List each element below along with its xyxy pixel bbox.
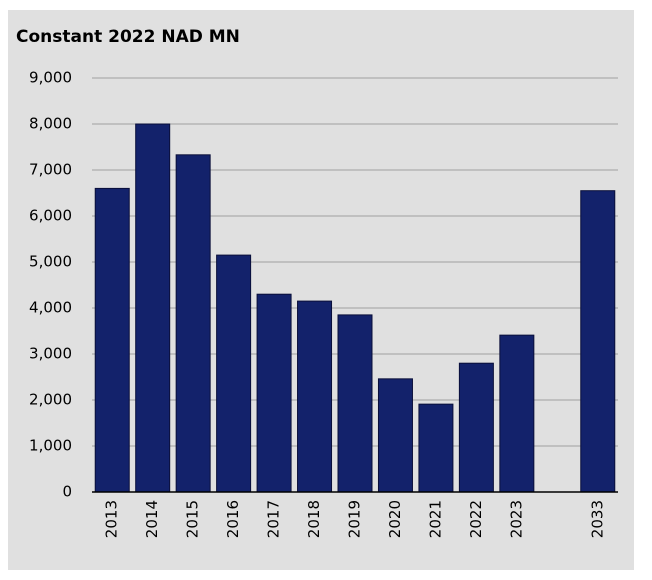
x-tick-label: 2020 bbox=[386, 500, 404, 538]
y-tick-label: 0 bbox=[62, 483, 72, 501]
x-tick-label: 2017 bbox=[265, 500, 283, 538]
bar bbox=[418, 403, 454, 493]
y-tick-label: 8,000 bbox=[29, 115, 72, 133]
x-tick-label: 2021 bbox=[426, 500, 444, 538]
bar bbox=[135, 123, 171, 493]
y-tick-label: 1,000 bbox=[29, 437, 72, 455]
chart-title: Constant 2022 NAD MN bbox=[16, 27, 240, 47]
x-tick-label: 2033 bbox=[588, 500, 606, 538]
y-tick-label: 4,000 bbox=[29, 299, 72, 317]
bar bbox=[580, 190, 616, 493]
y-tick-label: 7,000 bbox=[29, 161, 72, 179]
y-tick-label: 2,000 bbox=[29, 391, 72, 409]
x-tick-label: 2014 bbox=[143, 500, 161, 538]
bar bbox=[94, 187, 130, 493]
bar bbox=[337, 314, 373, 493]
y-tick-label: 6,000 bbox=[29, 207, 72, 225]
bar bbox=[458, 362, 494, 493]
y-tick-label: 3,000 bbox=[29, 345, 72, 363]
x-tick-label: 2018 bbox=[305, 500, 323, 538]
x-tick-label: 2013 bbox=[103, 500, 121, 538]
x-tick-label: 2019 bbox=[346, 500, 364, 538]
x-tick-label: 2015 bbox=[184, 500, 202, 538]
y-tick-label: 9,000 bbox=[29, 69, 72, 87]
bar bbox=[377, 378, 413, 493]
bar bbox=[297, 300, 333, 493]
bar bbox=[216, 254, 252, 493]
bar bbox=[256, 293, 292, 493]
y-tick-label: 5,000 bbox=[29, 253, 72, 271]
x-tick-label: 2016 bbox=[224, 500, 242, 538]
bar bbox=[499, 334, 535, 493]
x-tick-label: 2022 bbox=[467, 500, 485, 538]
bar bbox=[175, 154, 211, 493]
x-tick-label: 2023 bbox=[507, 500, 525, 538]
